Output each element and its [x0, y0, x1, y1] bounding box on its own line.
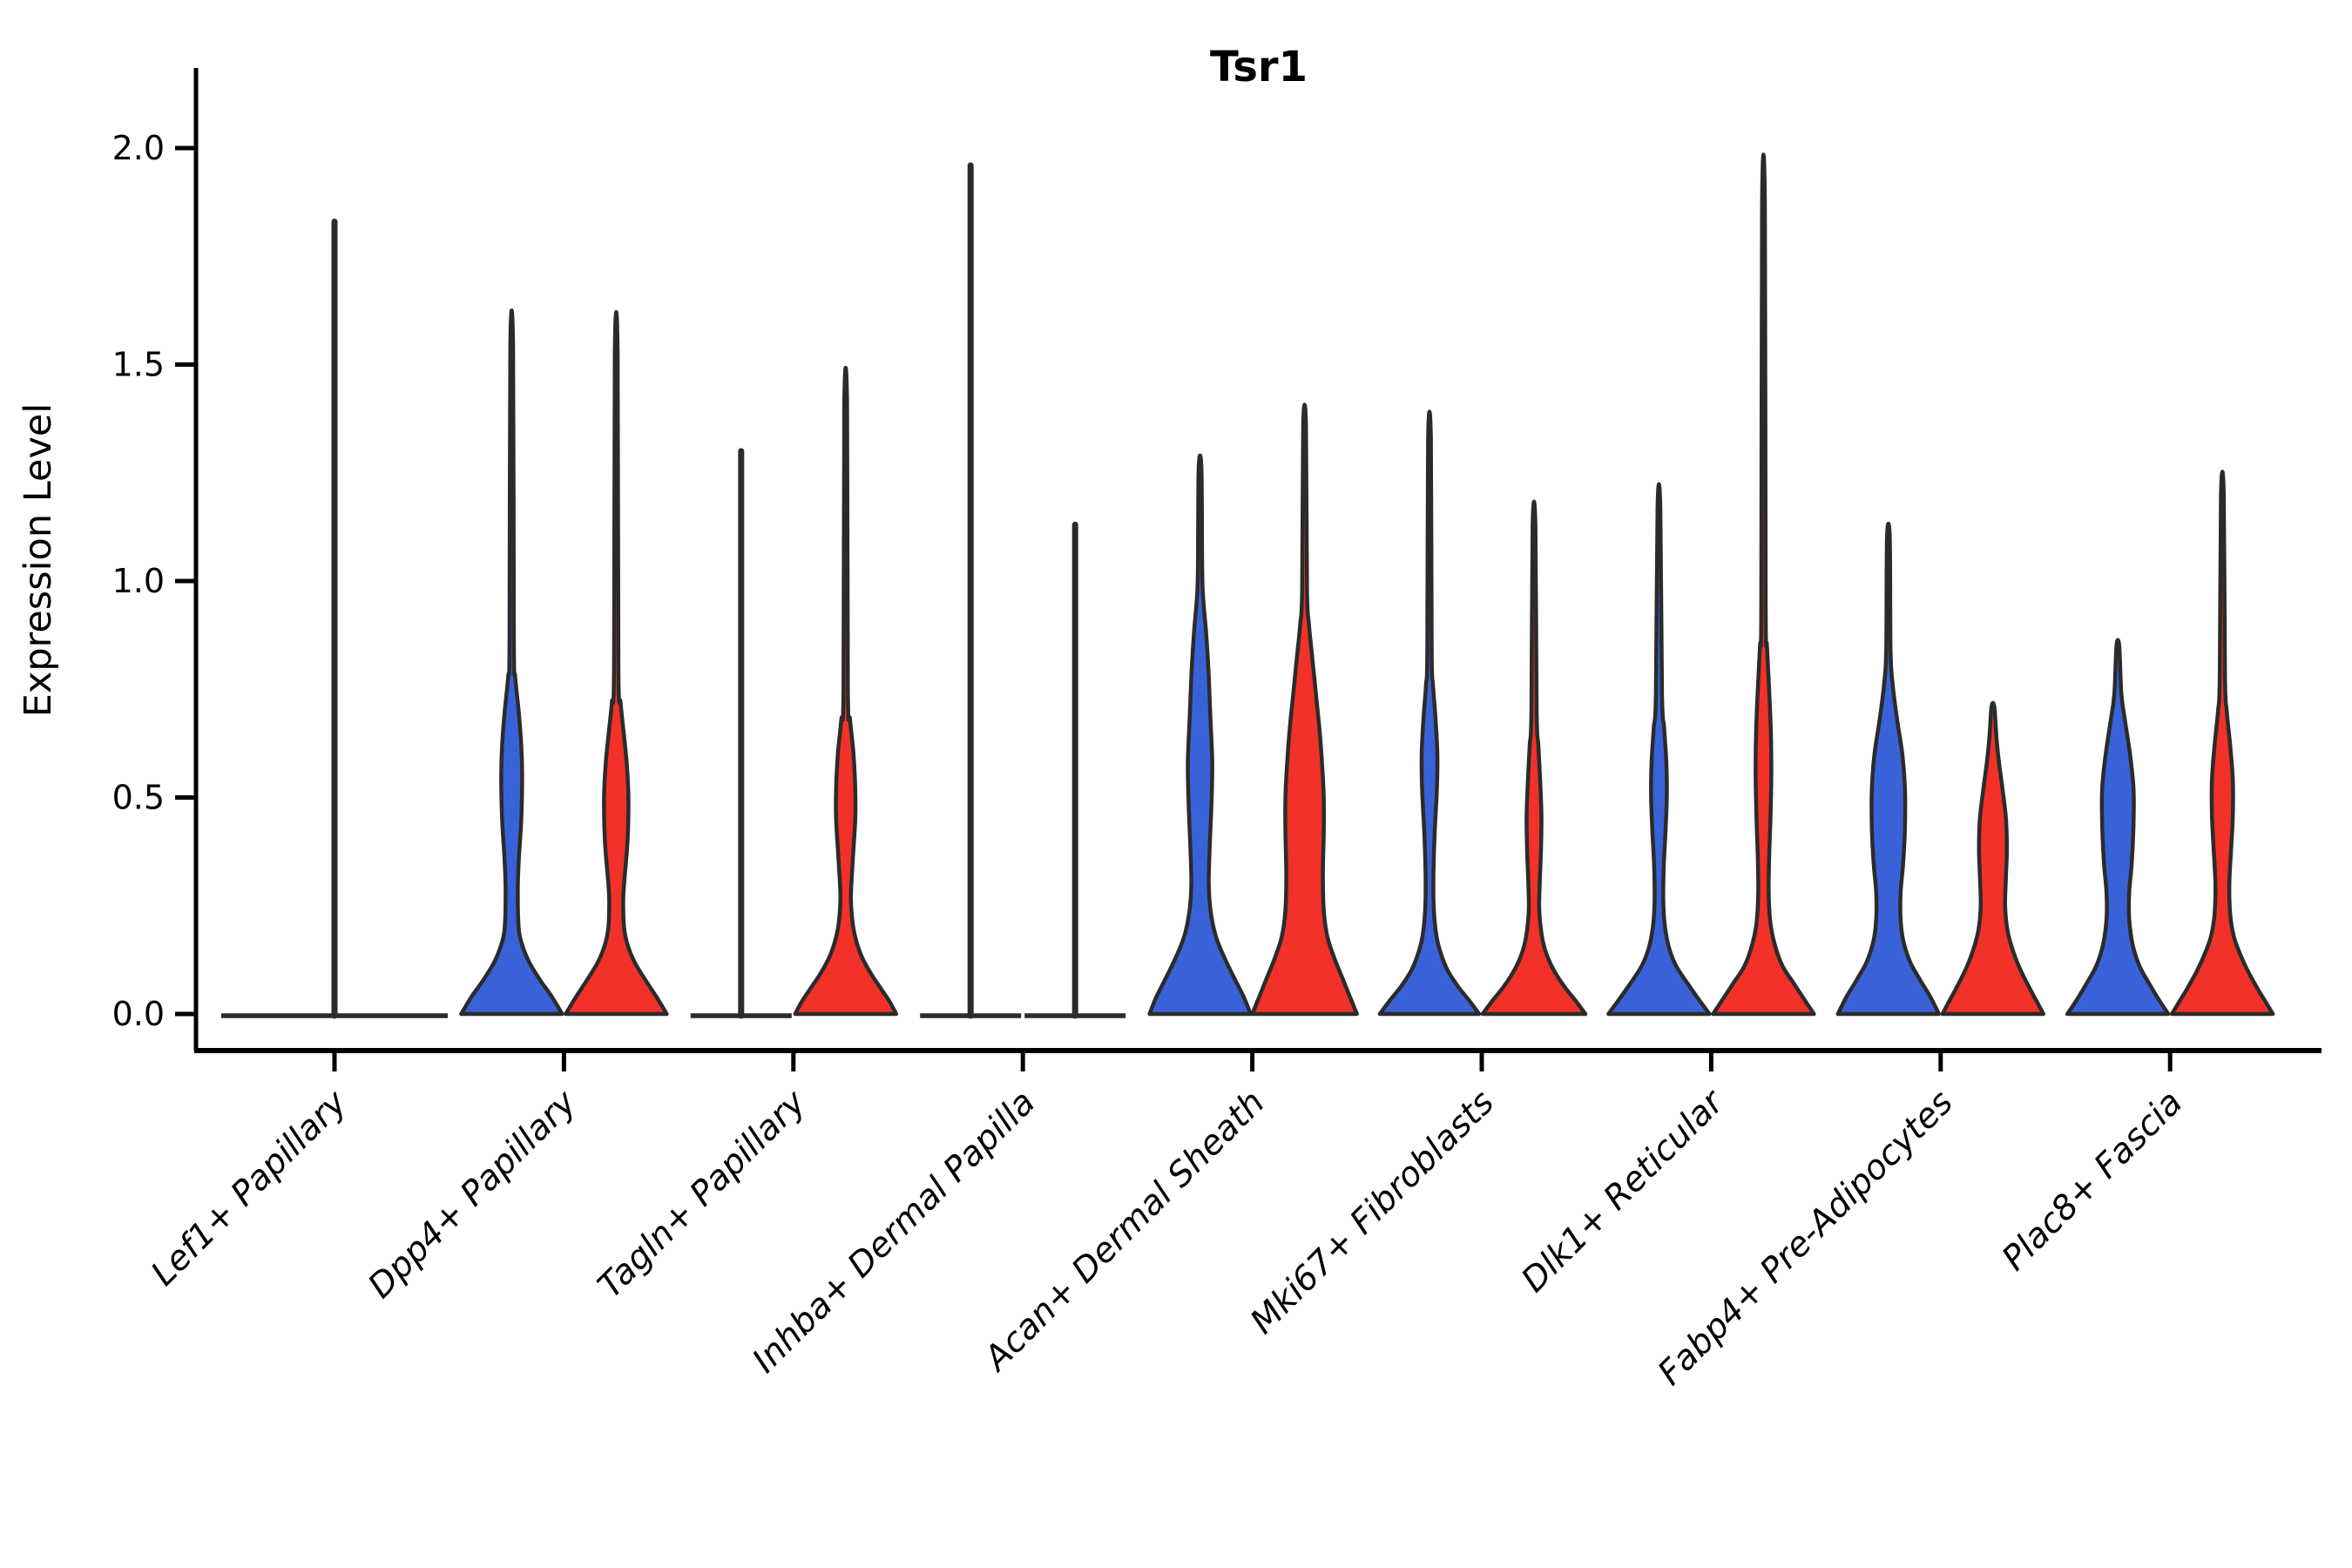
x-tick-label: Tagln+ Papillary: [591, 1083, 814, 1306]
violin-red-dpp4-papillary: [564, 309, 669, 1017]
y-tick-label: 1.0: [112, 562, 165, 600]
y-tick-label: 0.0: [112, 995, 165, 1033]
axes: [175, 68, 2322, 1071]
y-axis-tick-labels: 0.0 0.5 1.0 1.5 2.0: [112, 129, 165, 1033]
x-tick-label: Dpp4+ Papillary: [361, 1083, 585, 1307]
y-tick-label: 0.5: [112, 779, 165, 817]
violin-bodies: [221, 152, 2275, 1019]
violin-blue-acan-dermal-sheath: [1147, 453, 1253, 1017]
violin-blue-plac8-fascia: [2065, 638, 2171, 1017]
y-axis-label: Expression Level: [17, 403, 60, 718]
x-tick-label: Plac8+ Fascia: [1995, 1083, 2190, 1278]
x-tick-label: Mki67+ Fibroblasts: [1243, 1083, 1502, 1342]
violin-blue-fabp4-pre-adipocytes: [1835, 521, 1942, 1017]
violin-red-mki67-fibroblasts: [1480, 499, 1588, 1017]
violin-blue-dpp4-papillary: [459, 308, 564, 1017]
violin-red-plac8-fascia: [2169, 470, 2275, 1017]
violin-red-fabp4-pre-adipocytes: [1940, 700, 2046, 1017]
x-tick-label: Lef1+ Papillary: [144, 1083, 355, 1294]
x-tick-label: Dlk1+ Reticular: [1514, 1081, 1733, 1300]
y-tick-label: 2.0: [112, 129, 165, 167]
y-tick-label: 1.5: [112, 346, 165, 384]
violin-red-acan-dermal-sheath: [1250, 402, 1359, 1017]
x-axis-tick-labels: Lef1+ Papillary Dpp4+ Papillary Tagln+ Pap…: [144, 1081, 2190, 1393]
violin-red-tagln-papillary: [793, 366, 899, 1017]
violin-red-dlk1-reticular: [1711, 152, 1816, 1017]
chart-title: Tsr1: [1210, 43, 1308, 91]
violin-blue-mki67-fibroblasts: [1377, 409, 1482, 1017]
violin-blue-dlk1-reticular: [1606, 482, 1712, 1017]
